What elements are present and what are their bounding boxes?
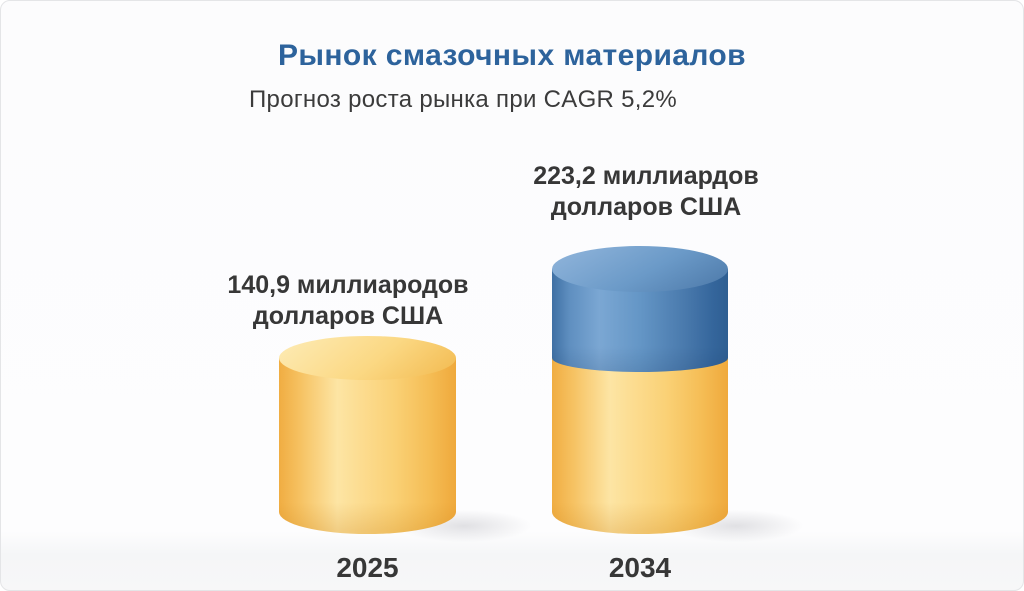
bar-label-2034-unit: долларов США (550, 193, 742, 221)
bar-label-2025-value: 140,9 миллиародов (227, 271, 469, 299)
ground-shadow-2025 (389, 508, 539, 544)
bar-label-2025-unit: долларов США (252, 302, 444, 330)
bar-label-2034-value: 223,2 миллиардов (533, 162, 759, 190)
bar-2025-cylinder-top-face (279, 336, 456, 381)
bar-label-2034: 223,2 миллиардов долларов США (501, 161, 791, 223)
chart-title: Рынок смазочных материалов (277, 39, 747, 72)
x-axis-label-2025: 2025 (336, 552, 399, 583)
bar-2034-cylinder-top-face (552, 245, 728, 292)
chart-subtitle: Прогноз роста рынка при CAGR 5,2% (249, 86, 678, 113)
bar-2034-cylinder-growth-segment (552, 268, 728, 373)
x-axis-label-2034: 2034 (608, 552, 672, 583)
ground-shadow-2034 (661, 508, 811, 544)
bar-label-2025: 140,9 миллиародов долларов США (203, 270, 493, 332)
